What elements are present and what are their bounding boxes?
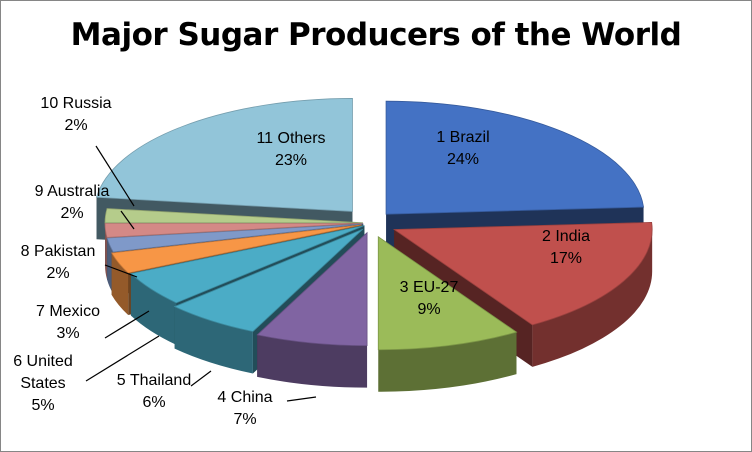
pie-slice-9-australia — [104, 222, 364, 238]
pie-slice-4-china — [256, 231, 368, 347]
data-label-8-pakistan: 8 Pakistan 2% — [21, 243, 96, 282]
pie-slice-3-eu-27 — [377, 235, 518, 351]
chart-title: Major Sugar Producers of the World — [70, 17, 682, 53]
pie-slice-6-united-states — [130, 225, 365, 304]
data-label-3-eu-27: 3 EU-27 9% — [400, 279, 459, 318]
data-labels: 1 Brazil 24% 2 India 17% 3 EU-27 9% 4 China 7% 5… — [13, 95, 590, 428]
leader-line-6-united-states — [85, 335, 160, 382]
leader-line-8-pakistan — [104, 264, 138, 278]
pie-slice-10-russia — [104, 208, 364, 224]
data-label-5-thailand: 5 Thailand 6% — [117, 372, 191, 411]
data-label-10-russia: 10 Russia 2% — [40, 95, 111, 134]
data-label-7-mexico: 7 Mexico 3% — [36, 303, 100, 342]
pie-slice-5-thailand — [173, 228, 364, 332]
data-label-1-brazil: 1 Brazil 24% — [436, 129, 489, 168]
pie-slice-tops — [95, 98, 653, 351]
pie-slice-7-mexico — [111, 224, 362, 274]
pie-slice-2-india — [392, 221, 653, 326]
pie-slice-1-brazil — [385, 100, 645, 215]
data-label-6-united-states: 6 United States 5% — [13, 353, 73, 414]
data-label-4-china: 4 China 7% — [217, 389, 272, 428]
leader-line-4-china — [286, 396, 317, 402]
leader-line-9-australia — [120, 210, 135, 230]
leader-line-5-thailand — [190, 370, 212, 387]
leader-line-7-mexico — [104, 310, 150, 339]
pie-slice-8-pakistan — [106, 223, 364, 253]
data-label-9-australia: 9 Australia 2% — [35, 183, 110, 222]
data-label-2-india: 2 India 17% — [542, 228, 590, 267]
leader-line-10-russia — [95, 145, 135, 207]
data-label-11-others: 11 Others 23% — [256, 130, 325, 169]
pie-slice-11-others — [95, 98, 353, 212]
